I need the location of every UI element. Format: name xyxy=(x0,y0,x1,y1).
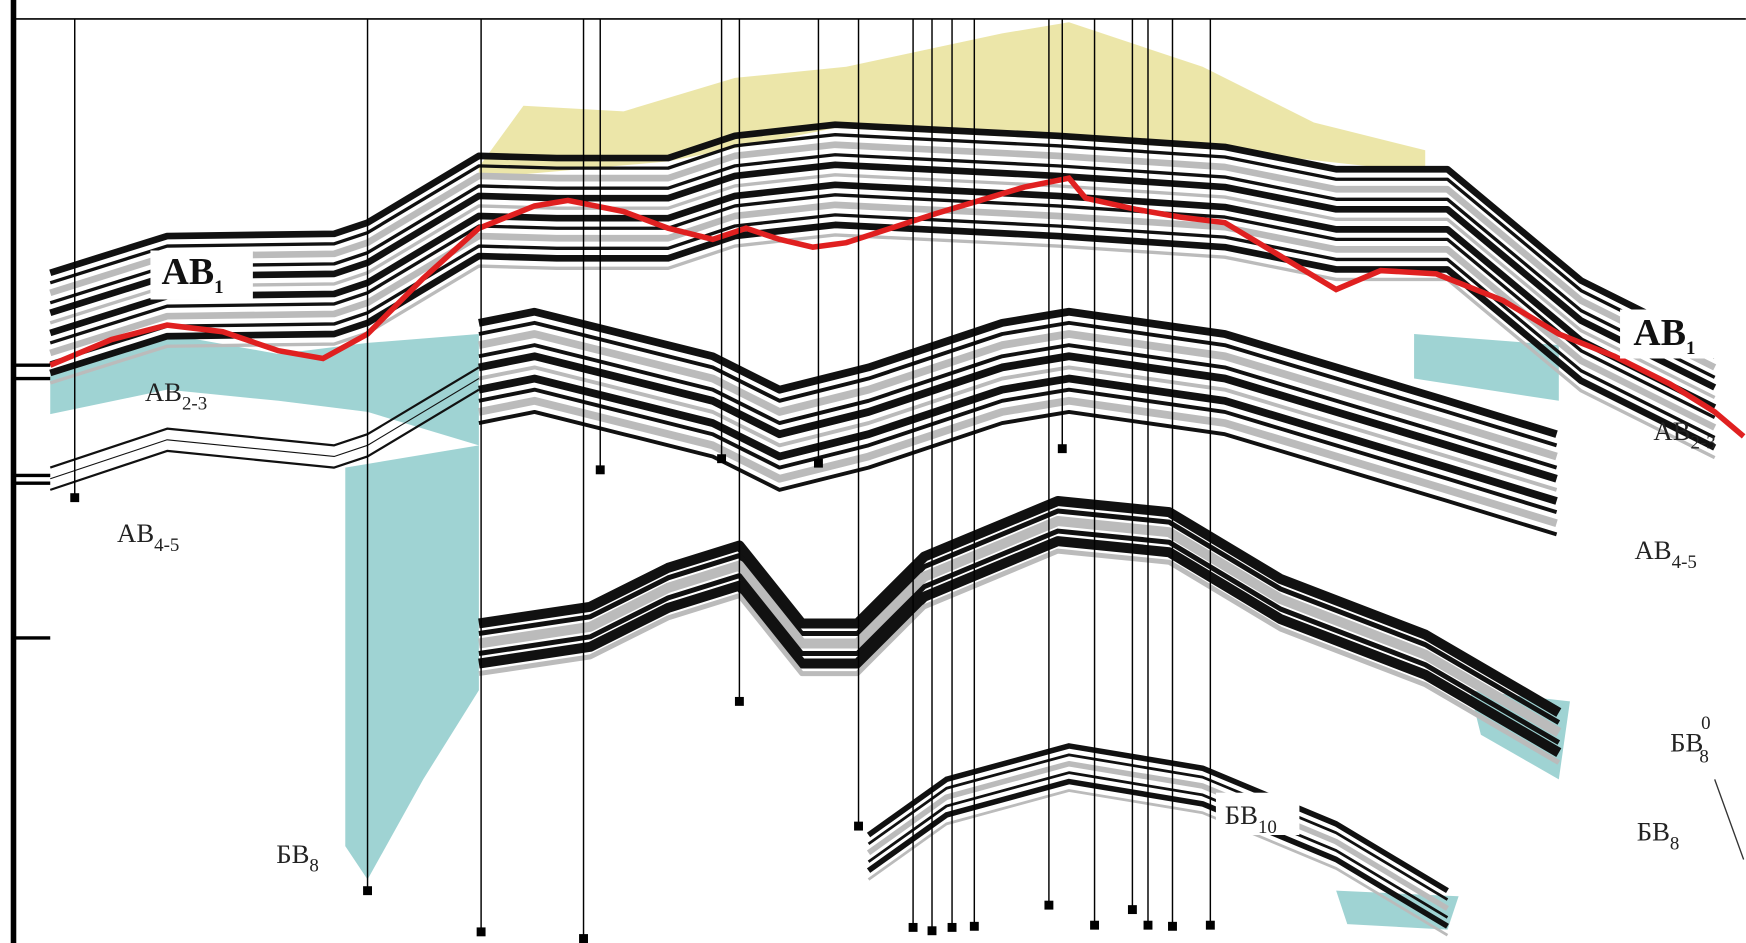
label-sub: 8 xyxy=(309,856,318,877)
well-bottom xyxy=(1090,921,1099,930)
label-text: АВ xyxy=(1653,416,1690,446)
well-bottom xyxy=(1128,905,1137,914)
label-sub: 8 xyxy=(1699,747,1708,768)
well-bottom xyxy=(1144,921,1153,930)
horizon-label: БВ8 xyxy=(1637,817,1680,855)
well-bottom xyxy=(1058,444,1067,453)
horizon-label: БВ0 8 xyxy=(1670,713,1710,767)
label-sub: 2-3 xyxy=(1691,433,1716,454)
label-sub: 4-5 xyxy=(154,535,179,556)
label-sub: 10 xyxy=(1258,817,1277,838)
label-text: БВ xyxy=(1670,728,1703,758)
label-sub: 8 xyxy=(1670,833,1679,854)
cyan-layer xyxy=(345,445,479,879)
label-sub: 2-3 xyxy=(182,394,207,415)
well-bottom xyxy=(854,822,863,831)
well-bottom xyxy=(363,886,372,895)
well-bottom xyxy=(1206,921,1215,930)
label-text: БВ xyxy=(1225,800,1258,830)
well-bottom xyxy=(1168,922,1177,931)
label-text: АВ xyxy=(1633,312,1686,354)
label-text: БВ xyxy=(276,839,309,869)
reflector xyxy=(479,531,1559,743)
label-text: АВ xyxy=(145,377,182,407)
geological-section: АВ1 АВ1 АВ2-3 АВ2-3 АВ4-5 АВ4-5 БВ8 БВ10… xyxy=(0,0,1746,943)
well-bottom xyxy=(70,493,79,502)
well-bottom xyxy=(1044,901,1053,910)
well-bottom xyxy=(909,923,918,932)
well-bottom xyxy=(579,934,588,943)
well-bottom xyxy=(717,454,726,463)
well-bottom xyxy=(970,922,979,931)
leader-line xyxy=(1715,779,1744,859)
axis-ticks xyxy=(14,365,51,638)
well-bottom xyxy=(928,926,937,935)
label-sub: 4-5 xyxy=(1672,552,1697,573)
label-sub: 1 xyxy=(214,277,223,298)
label-sup: 0 xyxy=(1701,713,1710,734)
well-bottom xyxy=(814,459,823,468)
well-bottom xyxy=(477,927,486,936)
label-text: АВ xyxy=(1635,535,1672,565)
well-bottom xyxy=(948,923,957,932)
label-text: АВ xyxy=(117,518,154,548)
horizon-label: АВ4-5 xyxy=(117,518,179,556)
label-text: БВ xyxy=(1637,817,1670,847)
reflector xyxy=(50,225,1714,448)
horizon-label: БВ8 xyxy=(276,839,319,877)
horizon-label: АВ4-5 xyxy=(1635,535,1697,573)
reflector xyxy=(869,746,1448,891)
well-bottom xyxy=(735,697,744,706)
label-text: АВ xyxy=(162,251,215,293)
reflectors xyxy=(50,125,1714,936)
well-bottom xyxy=(596,465,605,474)
label-sub: 1 xyxy=(1686,338,1695,359)
